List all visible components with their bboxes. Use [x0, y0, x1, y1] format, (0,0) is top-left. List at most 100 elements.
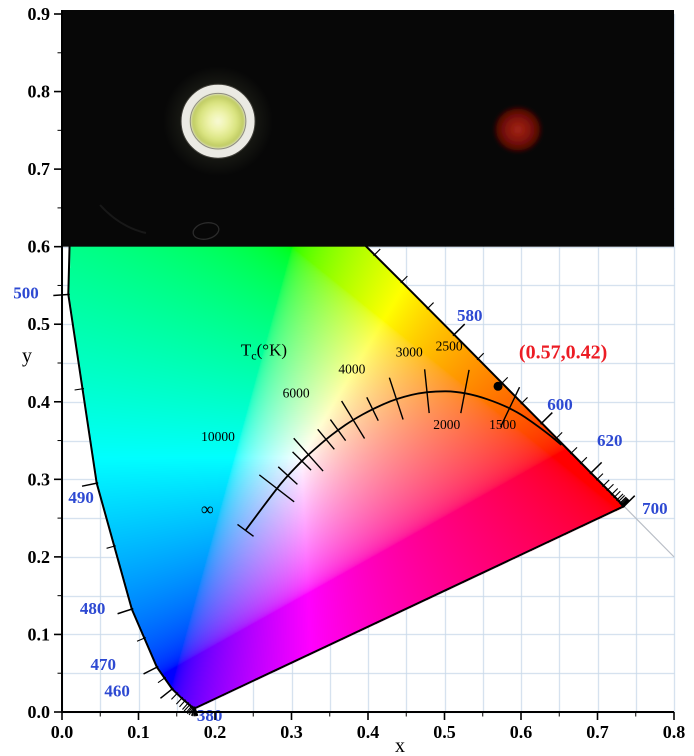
wavelength-tick-665: [619, 497, 628, 505]
wavelength-tick-635: [606, 483, 614, 492]
wavelength-tick-625: [595, 473, 604, 481]
cct-label-10000: 10000: [201, 429, 235, 444]
wavelength-label-580: 580: [457, 306, 483, 325]
y-tick-label-0.4: 0.4: [28, 392, 51, 412]
wavelength-tick-605: [555, 432, 563, 440]
wavelength-tick-670: [620, 498, 629, 506]
wavelength-tick-450: [175, 696, 184, 705]
wavelength-tick-570: [400, 275, 408, 284]
y-axis-label: y: [22, 345, 32, 367]
wavelength-tick-440: [182, 702, 190, 710]
photo-artifact: [192, 222, 220, 240]
y-tick-label-0.9: 0.9: [28, 4, 51, 24]
isotherm-tick-3500: [366, 397, 379, 421]
y-tick-label-0.3: 0.3: [28, 469, 51, 489]
wavelength-tick-595: [520, 397, 528, 405]
y-tick-label-0.0: 0.0: [28, 702, 51, 722]
cct-label-4000: 4000: [338, 362, 365, 377]
y-tick-label-0.8: 0.8: [28, 82, 51, 102]
axes: 0.0 0.1 0.2 0.3 0.4 0.5 0.6 0.7 0.8 0.9 0.0 0.1 0.2 0…: [22, 4, 685, 756]
wavelength-tick-435: [183, 703, 191, 712]
isotherm-tick-10000: [258, 474, 295, 503]
red-emitter: [494, 107, 541, 152]
wavelength-tick-655: [617, 495, 626, 503]
wavelength-tick-630: [602, 479, 610, 487]
wavelength-label-490: 490: [68, 488, 94, 507]
cct-label-6000: 6000: [283, 386, 310, 401]
wavelength-tick-565: [373, 248, 381, 257]
wavelength-tick-490: [81, 482, 99, 487]
isotherm-tick-3000: [388, 377, 404, 420]
wavelength-tick-675: [621, 498, 629, 507]
wavelength-tick-590: [500, 376, 509, 385]
y-tick-label-0.7: 0.7: [28, 159, 51, 179]
isotherm-tick-1500: [499, 386, 521, 428]
spectral-line-extension: [623, 505, 675, 558]
wavelength-tick-700: [622, 495, 636, 508]
isotherm-tick-8000: [277, 466, 298, 485]
wavelength-label-470: 470: [91, 655, 117, 674]
wavelength-label-480: 480: [80, 599, 106, 618]
wavelength-tick-610: [569, 446, 578, 455]
x-axis-label: x: [395, 735, 405, 756]
cct-label-2000: 2000: [433, 417, 460, 432]
cct-axis-label: Tc(°K): [241, 341, 287, 363]
ring-inner-edge: [189, 92, 247, 150]
phosphor-glow: [191, 94, 246, 149]
planckian-locus-curve: [244, 390, 562, 531]
isotherm-tick-6500: [292, 451, 312, 471]
x-tick-label-0.6: 0.6: [510, 722, 533, 742]
isotherm-tick-infinity: [237, 523, 254, 537]
photo-artifact: [99, 204, 147, 234]
wavelength-tick-585: [476, 352, 485, 361]
photo-inset: [62, 10, 674, 247]
photo-background: [62, 10, 674, 247]
wavelength-label-460: 460: [104, 681, 130, 700]
isotherm-tick-5000: [317, 428, 335, 450]
wavelength-tick-465: [157, 676, 167, 684]
cct-label-3000: 3000: [396, 345, 423, 360]
wavelength-tick-650: [615, 493, 624, 501]
wavelength-label-620: 620: [597, 431, 623, 450]
point-annotation: (0.57,0.42): [519, 341, 607, 363]
data-point: [493, 381, 503, 391]
y-tick-label-0.5: 0.5: [28, 314, 51, 334]
wavelength-tick-485: [106, 545, 116, 549]
isotherm-tick-2500: [423, 369, 430, 414]
wavelength-tick-615: [579, 456, 588, 465]
wavelength-tick-580: [452, 323, 466, 337]
wavelength-tick-475: [136, 637, 146, 642]
isotherm-tick-6000: [293, 437, 324, 472]
wavelength-tick-480: [117, 607, 134, 615]
wavelength-tick-600: [540, 412, 553, 425]
wavelength-tick-420: [188, 706, 195, 716]
cct-label-1500: 1500: [489, 417, 516, 432]
wavelength-tick-640: [610, 488, 619, 496]
wavelength-tick-645: [613, 490, 621, 499]
wavelength-tick-445: [179, 699, 187, 708]
y-tick-label-0.1: 0.1: [28, 624, 51, 644]
cct-label-infinity: ∞: [201, 499, 214, 519]
x-tick-label-0.0: 0.0: [51, 722, 74, 742]
x-tick-label-0.4: 0.4: [357, 722, 380, 742]
wavelength-label-600: 600: [547, 395, 573, 414]
y-tick-label-0.2: 0.2: [28, 547, 51, 567]
x-tick-label-0.5: 0.5: [433, 722, 456, 742]
x-tick-label-0.7: 0.7: [586, 722, 609, 742]
y-tick-label-0.6: 0.6: [28, 237, 51, 257]
isotherm-tick-4500: [329, 419, 347, 442]
wavelength-tick-660: [618, 496, 627, 505]
wavelength-tick-575: [426, 302, 434, 310]
isotherm-tick-2000: [460, 369, 470, 414]
x-tick-label-0.1: 0.1: [127, 722, 150, 742]
wavelength-label-500: 500: [13, 283, 39, 302]
wavelength-tick-470: [143, 665, 159, 675]
x-tick-label-0.8: 0.8: [663, 722, 686, 742]
wavelength-tick-620: [589, 461, 603, 475]
wavelength-tick-455: [171, 692, 179, 700]
wavelength-tick-460: [159, 687, 174, 699]
isotherm-tick-4000: [341, 400, 366, 439]
wavelength-label-700: 700: [642, 499, 668, 518]
x-tick-label-0.3: 0.3: [280, 722, 303, 742]
